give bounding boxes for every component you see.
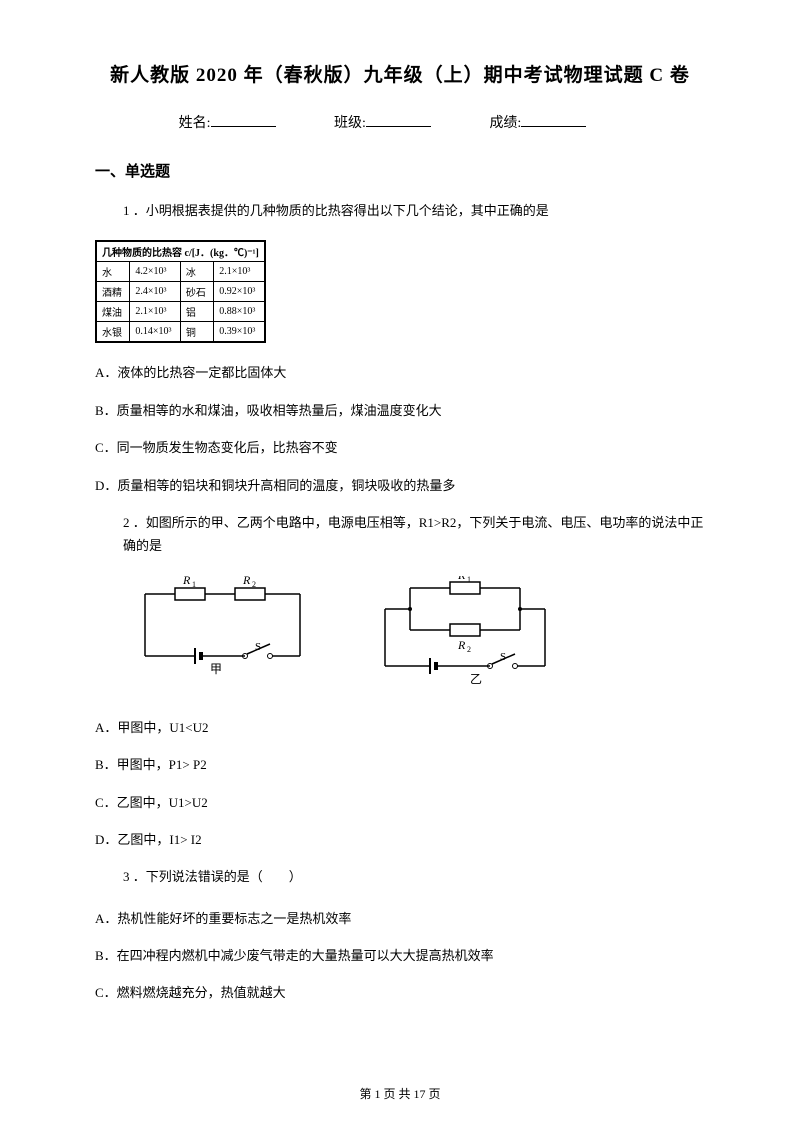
svg-text:1: 1 — [192, 580, 196, 589]
name-label: 姓名: — [179, 116, 211, 131]
circuit-yi: R1 R2 S 乙 — [370, 576, 555, 691]
q1-option-a: A．液体的比热容一定都比固体大 — [95, 361, 705, 384]
heat-capacity-table: 几种物质的比热容 c/[J．(kg．℃)⁻¹] 水4.2×10³ 冰2.1×10… — [95, 240, 266, 343]
q3-option-b: B．在四冲程内燃机中减少废气带走的大量热量可以大大提高热机效率 — [95, 944, 705, 967]
q3-text: 3 ．下列说法错误的是（ ） — [123, 865, 705, 888]
q1-text: 1 ．小明根据表提供的几种物质的比热容得出以下几个结论，其中正确的是 — [123, 199, 705, 222]
svg-text:2: 2 — [467, 645, 471, 654]
svg-text:R: R — [182, 576, 191, 587]
page-title: 新人教版 2020 年（春秋版）九年级（上）期中考试物理试题 C 卷 — [95, 60, 705, 87]
svg-text:R: R — [242, 576, 251, 587]
table-row: 煤油2.1×10³ 铝0.88×10³ — [96, 302, 265, 322]
student-info-line: 姓名: 班级: 成绩: — [95, 112, 705, 132]
q1-option-d: D．质量相等的铝块和铜块升高相同的温度，铜块吸收的热量多 — [95, 474, 705, 497]
name-blank — [211, 126, 276, 127]
q2-option-b: B．甲图中，P1> P2 — [95, 753, 705, 776]
svg-text:R: R — [457, 576, 466, 582]
q1-option-c: C．同一物质发生物态变化后，比热容不变 — [95, 436, 705, 459]
q3-option-a: A．热机性能好坏的重要标志之一是热机效率 — [95, 907, 705, 930]
svg-text:乙: 乙 — [470, 672, 482, 686]
q2-text: 2 ．如图所示的甲、乙两个电路中，电源电压相等，R1>R2，下列关于电流、电压、… — [123, 511, 705, 558]
score-label: 成绩: — [489, 116, 521, 131]
class-label: 班级: — [334, 116, 366, 131]
svg-text:R: R — [457, 638, 466, 652]
svg-text:S: S — [255, 641, 261, 653]
circuit-diagrams: R1 R2 S 甲 R1 R2 — [135, 576, 705, 691]
circuit-jia: R1 R2 S 甲 — [135, 576, 310, 681]
svg-text:S: S — [500, 651, 506, 663]
svg-text:1: 1 — [467, 576, 471, 584]
table-row: 酒精2.4×10³ 砂石0.92×10³ — [96, 282, 265, 302]
q2-option-d: D．乙图中，I1> I2 — [95, 828, 705, 851]
table-row: 水4.2×10³ 冰2.1×10³ — [96, 262, 265, 282]
page-footer: 第 1 页 共 17 页 — [0, 1085, 800, 1102]
svg-text:甲: 甲 — [210, 662, 222, 676]
class-blank — [366, 126, 431, 127]
q2-option-a: A．甲图中，U1<U2 — [95, 716, 705, 739]
score-blank — [521, 126, 586, 127]
table-header: 几种物质的比热容 c/[J．(kg．℃)⁻¹] — [96, 241, 265, 262]
table-row: 水银0.14×10³ 铜0.39×10³ — [96, 322, 265, 343]
q2-option-c: C．乙图中，U1>U2 — [95, 791, 705, 814]
section-header: 一、单选题 — [95, 160, 705, 181]
q3-option-c: C．燃料燃烧越充分，热值就越大 — [95, 981, 705, 1004]
svg-text:2: 2 — [252, 580, 256, 589]
q1-option-b: B．质量相等的水和煤油，吸收相等热量后，煤油温度变化大 — [95, 399, 705, 422]
